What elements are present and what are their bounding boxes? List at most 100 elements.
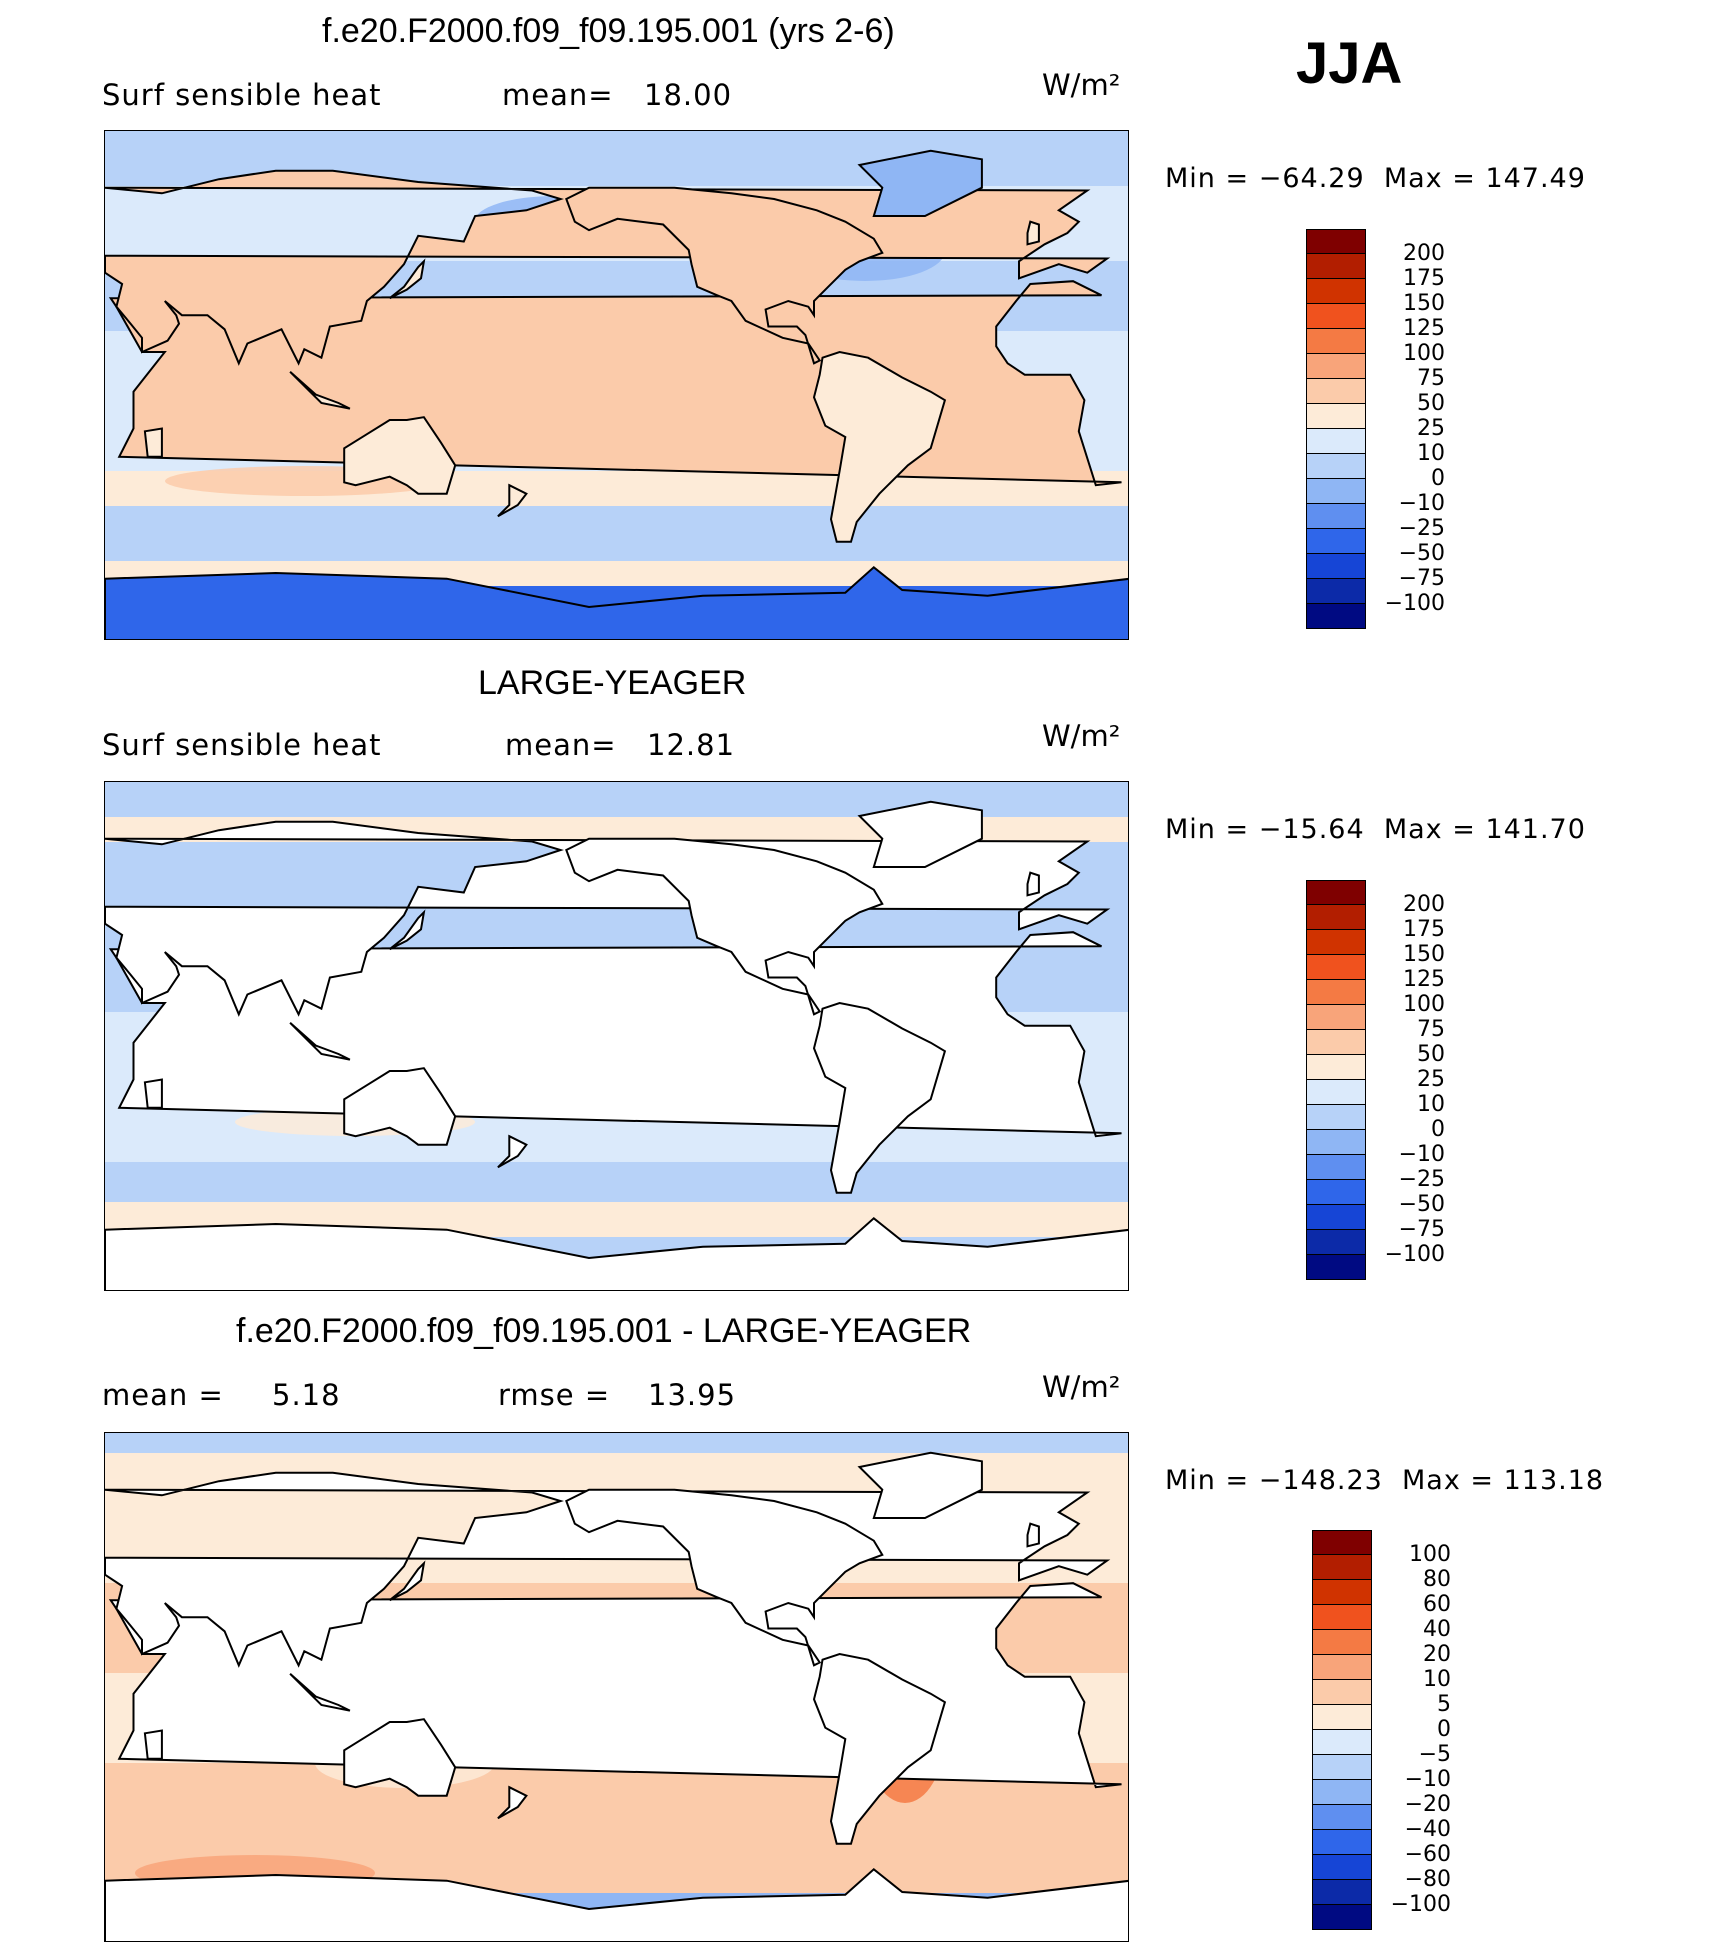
colorbar-tick-label: 25 (1417, 1067, 1445, 1092)
coastline-australia (343, 1067, 457, 1146)
colorbar-swatch (1306, 1205, 1366, 1230)
colorbar-tick-label: −100 (1384, 1242, 1445, 1267)
colorbar-tick-label: 5 (1437, 1692, 1451, 1717)
colorbar-swatch (1312, 1530, 1372, 1555)
coastline-antarctica (105, 1867, 1128, 1941)
panel-1-map (104, 130, 1129, 640)
colorbar-tick-label: −10 (1398, 1142, 1445, 1167)
coastline-newzealand (497, 483, 528, 518)
coastline-newzealand (497, 1134, 528, 1169)
coastline-madagascar (143, 427, 163, 458)
colorbar-swatch (1312, 1630, 1372, 1655)
colorbar-tick-label: 175 (1403, 917, 1445, 942)
coastline-north-america (565, 1488, 884, 1667)
panel-2-title: LARGE-YEAGER (478, 664, 747, 702)
panel-1-mean-value: 18.00 (644, 78, 733, 112)
coastline-north-america (565, 186, 884, 365)
colorbar-tick-label: 150 (1403, 942, 1445, 967)
panel-2-units: W/m² (1042, 719, 1121, 753)
colorbar-swatch (1306, 1255, 1366, 1280)
colorbar-swatch (1312, 1880, 1372, 1905)
panel-1-colorbar-labels: 200 175 150 125 100 75 50 25 10 0 −10 −25 −50 −75 −100 (1370, 229, 1445, 629)
coastline-newzealand (497, 1785, 528, 1820)
coastline-greenland (857, 800, 983, 868)
colorbar-tick-label: −100 (1390, 1892, 1451, 1917)
colorbar-tick-label: 125 (1403, 967, 1445, 992)
colorbar-tick-label: 100 (1403, 992, 1445, 1017)
coastline-europe-asia (105, 1471, 1111, 1668)
panel-1-mean-label: mean= (502, 78, 614, 112)
colorbar-swatch (1312, 1705, 1372, 1730)
panel-3-colorbar (1312, 1530, 1372, 1930)
panel-3-mean-value: 5.18 (272, 1378, 341, 1412)
colorbar-swatch (1306, 429, 1366, 454)
colorbar-swatch (1312, 1855, 1372, 1880)
colorbar-swatch (1306, 529, 1366, 554)
coastline-south-america (812, 1652, 947, 1845)
colorbar-swatch (1312, 1755, 1372, 1780)
colorbar-swatch (1306, 229, 1366, 254)
colorbar-swatch (1306, 1180, 1366, 1205)
colorbar-tick-label: −25 (1398, 1167, 1445, 1192)
colorbar-tick-label: 50 (1417, 1042, 1445, 1067)
panel-3-map (104, 1432, 1129, 1942)
panel-3-mean-label: mean = (102, 1378, 224, 1412)
colorbar-tick-label: 10 (1417, 1092, 1445, 1117)
colorbar-tick-label: 75 (1417, 366, 1445, 391)
colorbar-swatch (1312, 1680, 1372, 1705)
coastline-australia (343, 1718, 457, 1797)
panel-1-variable-label: Surf sensible heat (102, 78, 382, 112)
colorbar-tick-label: 40 (1423, 1617, 1451, 1642)
coastline-japan (389, 1560, 426, 1602)
panel-2-colorbar-labels: 200 175 150 125 100 75 50 25 10 0 −10 −25 −50 −75 −100 (1370, 880, 1445, 1280)
colorbar-swatch (1306, 379, 1366, 404)
colorbar-swatch (1306, 1080, 1366, 1105)
colorbar-tick-label: −60 (1404, 1842, 1451, 1867)
colorbar-tick-label: 50 (1417, 391, 1445, 416)
colorbar-swatch (1306, 1005, 1366, 1030)
coastline-greenland (857, 149, 983, 217)
coastline-europe-asia (105, 820, 1111, 1017)
colorbar-swatch (1306, 304, 1366, 329)
colorbar-tick-label: −40 (1404, 1817, 1451, 1842)
colorbar-swatch (1306, 279, 1366, 304)
coastline-japan (389, 909, 426, 951)
coastline-madagascar (143, 1078, 163, 1109)
coastline-south-america (812, 1001, 947, 1194)
colorbar-swatch (1306, 955, 1366, 980)
coastline-europe-asia (105, 169, 1111, 366)
coastline-britain (1026, 871, 1040, 897)
coastline-antarctica (105, 1216, 1128, 1290)
colorbar-swatch (1312, 1830, 1372, 1855)
colorbar-swatch (1312, 1905, 1372, 1930)
colorbar-swatch (1306, 454, 1366, 479)
colorbar-swatch (1312, 1655, 1372, 1680)
colorbar-tick-label: 60 (1423, 1592, 1451, 1617)
colorbar-swatch (1312, 1805, 1372, 1830)
panel-1-units: W/m² (1042, 68, 1121, 102)
panel-1-colorbar (1306, 229, 1366, 629)
colorbar-tick-label: 75 (1417, 1017, 1445, 1042)
colorbar-swatch (1312, 1555, 1372, 1580)
field-band (105, 1433, 1128, 1453)
colorbar-swatch (1306, 579, 1366, 604)
colorbar-tick-label: −10 (1398, 491, 1445, 516)
colorbar-tick-label: 125 (1403, 316, 1445, 341)
colorbar-tick-label: 175 (1403, 266, 1445, 291)
colorbar-tick-label: −75 (1398, 566, 1445, 591)
colorbar-swatch (1306, 1155, 1366, 1180)
colorbar-tick-label: 200 (1403, 241, 1445, 266)
coastline-japan (389, 258, 426, 300)
coastline-britain (1026, 1522, 1040, 1548)
coastline-antarctica (105, 565, 1128, 639)
panel-3-minmax: Min = −148.23 Max = 113.18 (1165, 1465, 1605, 1496)
colorbar-tick-label: 100 (1403, 341, 1445, 366)
colorbar-tick-label: −20 (1404, 1792, 1451, 1817)
colorbar-swatch (1306, 930, 1366, 955)
colorbar-tick-label: −5 (1418, 1742, 1451, 1767)
panel-1-title: f.e20.F2000.f09_f09.195.001 (yrs 2-6) (322, 12, 895, 50)
colorbar-swatch (1306, 604, 1366, 629)
colorbar-tick-label: 200 (1403, 892, 1445, 917)
panel-1-minmax: Min = −64.29 Max = 147.49 (1165, 163, 1586, 194)
colorbar-swatch (1306, 504, 1366, 529)
